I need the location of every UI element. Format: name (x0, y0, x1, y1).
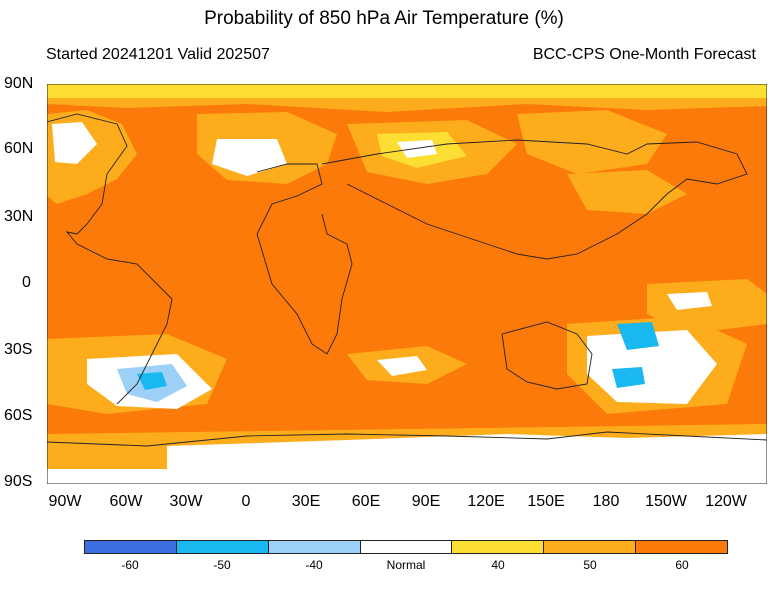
lon-label-90w: 90W (48, 493, 82, 510)
lon-label-90e: 90E (411, 493, 441, 510)
lat-label-30n: 30N (4, 208, 34, 225)
na-normal-patch (52, 122, 97, 164)
lon-label-120e: 120E (467, 493, 505, 510)
legend-swatch (451, 541, 544, 553)
legend-swatch (635, 541, 728, 553)
australia-coast (501, 321, 593, 390)
pacific-normal-patch (667, 292, 712, 310)
lat-label-60n: 60N (4, 140, 34, 157)
lon-label-120w: 120W (705, 493, 747, 510)
south-atlantic-cool50-patch (137, 372, 167, 390)
lon-label-180: 180 (592, 493, 620, 510)
arctic-band (47, 84, 767, 98)
lon-label-150e: 150E (527, 493, 565, 510)
lat-label-90n: 90N (4, 75, 34, 92)
lon-label-60e: 60E (351, 493, 381, 510)
indian-ocean-normal-patch (377, 356, 427, 376)
legend-label: Normal (386, 558, 426, 572)
legend-label: -40 (305, 558, 323, 572)
forecast-source: BCC-CPS One-Month Forecast (532, 46, 756, 63)
lat-label-90s: 90S (4, 473, 33, 490)
lon-label-60w: 60W (109, 493, 143, 510)
map-panel (47, 84, 767, 484)
antarctica-coast (47, 431, 767, 447)
lon-label-30e: 30E (291, 493, 321, 510)
lat-label-30s: 30S (4, 341, 33, 358)
lon-label-30w: 30W (169, 493, 203, 510)
asia-normal-patch (397, 140, 437, 158)
lon-label-150w: 150W (645, 493, 687, 510)
americas-coast (47, 113, 173, 405)
legend-swatch (85, 541, 176, 553)
run-info: Started 20241201 Valid 202507 (46, 46, 270, 63)
legend-swatch (175, 541, 268, 553)
legend-label: 40 (491, 558, 505, 572)
legend-swatch (359, 541, 452, 553)
africa-coast (256, 163, 353, 355)
legend-label: -50 (213, 558, 231, 572)
europe-normal-patch (212, 139, 287, 176)
legend-label: 60 (675, 558, 689, 572)
siberia-warm-patch (517, 110, 667, 174)
legend-swatch (267, 541, 360, 553)
arctic-warm-band (47, 98, 767, 112)
lat-label-0: 0 (22, 274, 31, 291)
lat-label-60s: 60S (4, 407, 33, 424)
map-title: Probability of 850 hPa Air Temperature (… (204, 8, 564, 29)
npacific-warm-patch (567, 170, 687, 214)
coastlines (47, 113, 767, 447)
antarctic-normal-edge (47, 469, 767, 484)
lon-label-0: 0 (241, 493, 251, 510)
legend-swatch (543, 541, 636, 553)
south-pacific-cool50-patch-a (617, 322, 659, 350)
legend-label: -60 (121, 558, 139, 572)
forecast-map (47, 84, 767, 484)
legend-label: 50 (583, 558, 597, 572)
eurasia-coast (321, 139, 748, 260)
color-legend (84, 540, 728, 554)
south-pacific-cool50-patch-b (612, 367, 645, 388)
